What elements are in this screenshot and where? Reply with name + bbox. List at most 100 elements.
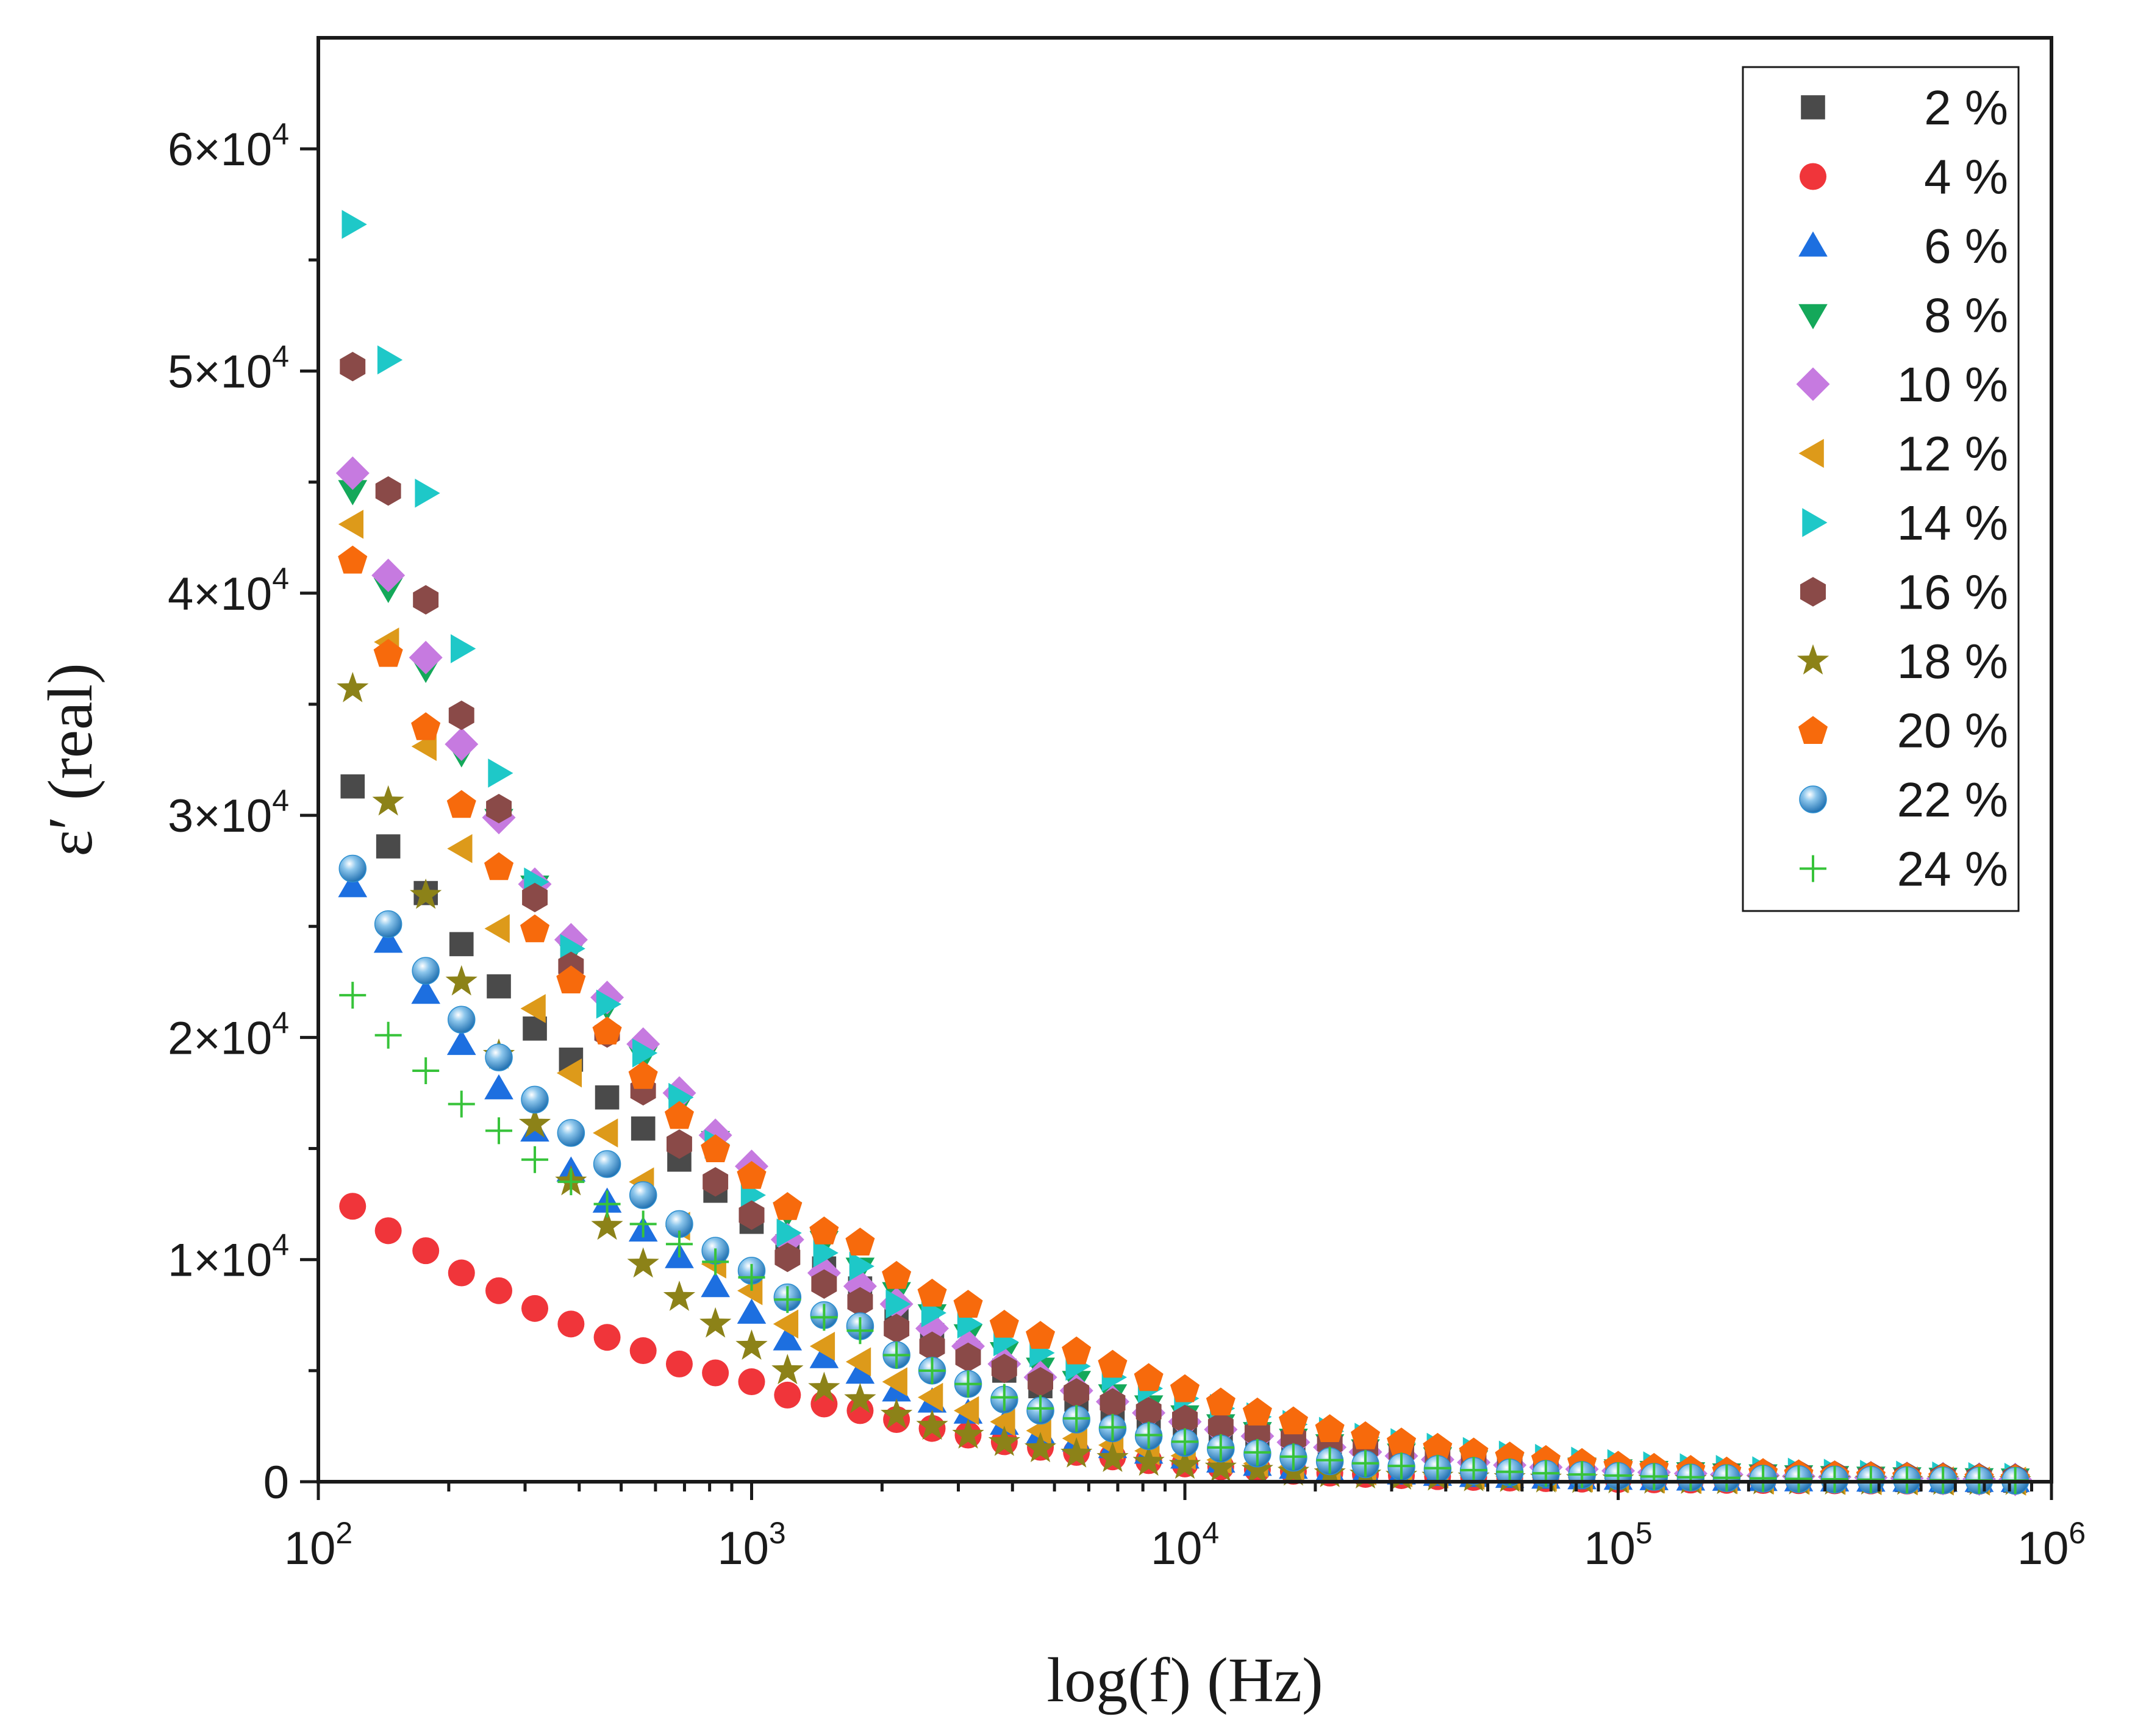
data-point (1132, 1445, 1165, 1476)
data-point (1204, 1451, 1237, 1482)
data-point (410, 878, 442, 909)
data-point (737, 1298, 767, 1324)
data-point (446, 790, 476, 818)
data-point (1279, 1443, 1307, 1470)
data-point (955, 1342, 981, 1373)
data-point (845, 1359, 875, 1384)
data-point (810, 1304, 838, 1331)
data-point (1821, 1465, 1848, 1493)
data-point (702, 1359, 729, 1387)
data-point (338, 872, 368, 898)
data-point (1857, 1466, 1884, 1493)
data-point (448, 1006, 476, 1034)
data-point (1207, 1434, 1234, 1461)
legend-label: 20 % (1897, 704, 2008, 758)
data-point (557, 1119, 585, 1147)
data-point (1099, 1413, 1126, 1441)
data-point (990, 1407, 1015, 1437)
data-point (371, 559, 406, 593)
data-point (1316, 1446, 1343, 1474)
data-point (1170, 1374, 1200, 1402)
data-point (701, 1134, 731, 1162)
legend-label: 16 % (1897, 565, 2008, 620)
data-point (1785, 1465, 1812, 1493)
data-point (338, 545, 368, 574)
data-point (988, 1426, 1020, 1456)
data-point (449, 932, 474, 957)
data-point (593, 1118, 618, 1148)
data-point (809, 1332, 835, 1361)
data-point (339, 1193, 367, 1220)
data-point (595, 1085, 620, 1110)
data-point (808, 1371, 840, 1402)
data-point (846, 1317, 874, 1345)
legend: 2 % 4 % 6 % 8 % 10 % 12 % 14 % 16 % 18 % 20 % 22 %… (1742, 66, 2020, 912)
data-point (1062, 1336, 1092, 1365)
data-point (1244, 1418, 1270, 1448)
legend-label: 10 % (1897, 357, 2008, 412)
data-point (415, 479, 440, 508)
data-point (774, 1242, 801, 1273)
data-point (917, 1279, 947, 1307)
data-point (593, 1324, 621, 1351)
data-point (954, 1370, 982, 1398)
data-point (484, 914, 510, 943)
data-point (521, 1085, 549, 1114)
data-point (953, 1290, 983, 1318)
data-point (1459, 1437, 1489, 1466)
data-point (446, 1029, 476, 1056)
data-point (445, 965, 477, 996)
data-point (701, 1271, 730, 1298)
data-point (811, 1269, 837, 1299)
data-point (373, 927, 403, 953)
data-point (412, 957, 440, 985)
data-point (1027, 1395, 1054, 1422)
data-point (735, 1329, 768, 1360)
data-point (337, 671, 369, 702)
data-point (665, 1231, 693, 1258)
y-tick-label: 3×104 (168, 784, 289, 842)
data-point (629, 1210, 657, 1238)
x-tick-label: 103 (717, 1516, 785, 1574)
data-point (1278, 1406, 1308, 1435)
data-point (1424, 1454, 1451, 1482)
data-point (776, 1218, 802, 1248)
data-point (952, 1418, 984, 1449)
data-point (849, 1251, 874, 1281)
data-point (1207, 1412, 1234, 1441)
data-point (338, 854, 367, 883)
data-point (809, 1343, 839, 1368)
data-point (485, 1043, 513, 1071)
data-point (774, 1286, 801, 1313)
data-point (1135, 1421, 1162, 1449)
data-point (954, 1396, 979, 1426)
legend-marker (1802, 508, 1828, 537)
legend-label: 22 % (1897, 773, 2008, 827)
data-point (1241, 1453, 1273, 1484)
legend-label: 12 % (1897, 427, 2008, 481)
data-point (1171, 1428, 1198, 1456)
legend-marker (1800, 855, 1826, 882)
data-point (340, 352, 366, 382)
data-point (919, 1331, 945, 1361)
data-point (1640, 1463, 1668, 1490)
data-point (773, 1192, 803, 1220)
data-point (377, 345, 403, 375)
data-point (593, 1190, 621, 1218)
data-point (556, 1058, 582, 1088)
y-tick-label: 6×104 (168, 117, 289, 176)
x-tick-label: 102 (284, 1516, 352, 1574)
data-point (451, 634, 476, 663)
data-point (372, 785, 404, 816)
data-point (771, 1354, 804, 1385)
data-point (737, 1161, 767, 1189)
data-point (591, 1209, 623, 1240)
legend-label: 14 % (1897, 496, 2008, 550)
legend-marker (1799, 785, 1827, 813)
data-point (990, 1384, 1018, 1411)
x-tick-label: 106 (2017, 1516, 2086, 1574)
data-point (412, 1237, 440, 1265)
data-point (485, 1277, 513, 1304)
data-point (1098, 1349, 1128, 1378)
data-point (521, 1146, 549, 1173)
